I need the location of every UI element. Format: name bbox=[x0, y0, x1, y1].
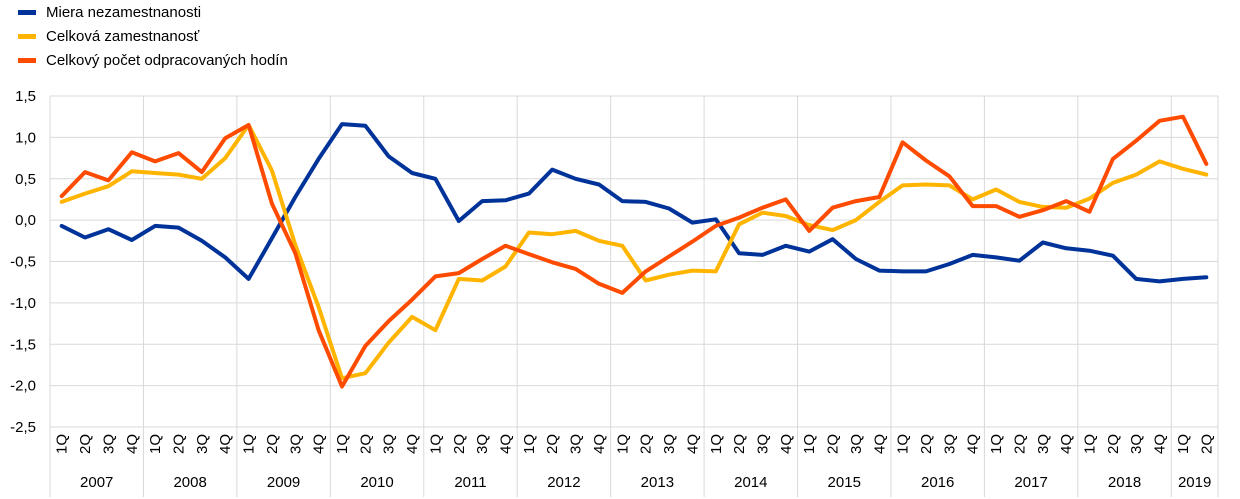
x-quarter-label: 3Q bbox=[1128, 434, 1145, 454]
x-year-label: 2011 bbox=[454, 474, 486, 491]
x-quarter-label: 3Q bbox=[287, 434, 304, 454]
x-quarter-label: 1Q bbox=[801, 434, 818, 454]
x-quarter-label: 1Q bbox=[427, 434, 444, 454]
x-quarter-label: 1Q bbox=[334, 434, 351, 454]
x-year-label: 2013 bbox=[641, 474, 674, 491]
x-quarter-label: 3Q bbox=[568, 434, 585, 454]
x-quarter-label: 4Q bbox=[498, 434, 515, 454]
x-quarter-label: 4Q bbox=[404, 434, 421, 454]
x-year-label: 2008 bbox=[173, 474, 206, 491]
x-quarter-label: 2Q bbox=[77, 434, 94, 454]
y-tick-label: 0,5 bbox=[15, 171, 36, 188]
legend-item-employment: Celková zamestnanosť bbox=[18, 24, 288, 48]
x-quarter-label: 2Q bbox=[638, 434, 655, 454]
x-quarter-label: 3Q bbox=[194, 434, 211, 454]
x-quarter-label: 1Q bbox=[708, 434, 725, 454]
x-quarter-label: 4Q bbox=[778, 434, 795, 454]
x-quarter-label: 3Q bbox=[661, 434, 678, 454]
x-year-label: 2017 bbox=[1014, 474, 1047, 491]
x-quarter-label: 2Q bbox=[451, 434, 468, 454]
y-tick-label: 0,0 bbox=[15, 212, 36, 229]
x-quarter-label: 2Q bbox=[357, 434, 374, 454]
legend-swatch-employment bbox=[18, 33, 36, 39]
x-quarter-label: 3Q bbox=[1035, 434, 1052, 454]
x-quarter-label: 1Q bbox=[241, 434, 258, 454]
legend-label-unemployment: Miera nezamestnanosti bbox=[46, 3, 202, 21]
x-quarter-label: 3Q bbox=[474, 434, 491, 454]
y-tick-label: -1,0 bbox=[10, 295, 36, 312]
x-quarter-label: 4Q bbox=[965, 434, 982, 454]
x-quarter-label: 3Q bbox=[381, 434, 398, 454]
x-quarter-label: 4Q bbox=[311, 434, 328, 454]
x-quarter-label: 3Q bbox=[754, 434, 771, 454]
x-quarter-label: 2Q bbox=[1011, 434, 1028, 454]
y-tick-label: 1,5 bbox=[15, 88, 36, 105]
x-quarter-label: 2Q bbox=[918, 434, 935, 454]
series-line-0 bbox=[59, 122, 1209, 284]
x-year-label: 2019 bbox=[1178, 474, 1211, 491]
y-tick-label: -2,5 bbox=[10, 419, 36, 436]
x-year-label: 2018 bbox=[1108, 474, 1141, 491]
legend-swatch-unemployment bbox=[18, 9, 36, 15]
x-quarter-label: 1Q bbox=[54, 434, 71, 454]
y-tick-label: 1,0 bbox=[15, 129, 36, 146]
x-quarter-label: 2Q bbox=[825, 434, 842, 454]
y-tick-label: -0,5 bbox=[10, 254, 36, 271]
x-quarter-label: 1Q bbox=[988, 434, 1005, 454]
x-quarter-label: 1Q bbox=[521, 434, 538, 454]
x-year-label: 2009 bbox=[267, 474, 300, 491]
x-year-label: 2015 bbox=[828, 474, 861, 491]
x-year-label: 2012 bbox=[547, 474, 580, 491]
x-quarter-label: 1Q bbox=[147, 434, 164, 454]
x-year-label: 2010 bbox=[360, 474, 393, 491]
x-quarter-label: 4Q bbox=[684, 434, 701, 454]
x-quarter-label: 2Q bbox=[170, 434, 187, 454]
series-lines bbox=[59, 114, 1209, 389]
x-quarter-label: 2Q bbox=[1198, 434, 1215, 454]
x-quarter-label: 3Q bbox=[848, 434, 865, 454]
x-quarter-label: 2Q bbox=[544, 434, 561, 454]
legend-item-hours: Celkový počet odpracovaných hodín bbox=[18, 48, 288, 72]
y-tick-label: -2,0 bbox=[10, 378, 36, 395]
x-quarter-label: 4Q bbox=[1058, 434, 1075, 454]
x-year-label: 2014 bbox=[734, 474, 767, 491]
x-quarter-label: 1Q bbox=[895, 434, 912, 454]
legend-item-unemployment: Miera nezamestnanosti bbox=[18, 0, 288, 24]
legend-swatch-hours bbox=[18, 57, 36, 63]
x-year-label: 2016 bbox=[921, 474, 954, 491]
x-quarter-label: 4Q bbox=[871, 434, 888, 454]
legend-label-employment: Celková zamestnanosť bbox=[46, 27, 200, 45]
x-quarter-label: 1Q bbox=[614, 434, 631, 454]
series-line-2 bbox=[59, 114, 1209, 389]
x-axis: 2007 1Q 2Q 3Q 4Q 2008 1Q 2Q 3Q 4Q 2009 1Q 2Q 3Q 4Q 2010… bbox=[54, 434, 1216, 491]
y-axis: 1,5 1,0 0,5 0,0 -0,5 -1,0 -1,5 -2,0 -2,5 bbox=[10, 88, 36, 436]
y-tick-label: -1,5 bbox=[10, 336, 36, 353]
x-quarter-label: 2Q bbox=[1105, 434, 1122, 454]
legend: Miera nezamestnanosti Celková zamestnano… bbox=[18, 0, 288, 72]
x-quarter-label: 4Q bbox=[1152, 434, 1169, 454]
legend-label-hours: Celkový počet odpracovaných hodín bbox=[46, 51, 288, 69]
x-quarter-label: 3Q bbox=[941, 434, 958, 454]
x-quarter-label: 4Q bbox=[124, 434, 141, 454]
x-quarter-label: 1Q bbox=[1175, 434, 1192, 454]
x-quarter-label: 2Q bbox=[264, 434, 281, 454]
series-line-1 bbox=[59, 123, 1209, 381]
x-quarter-label: 4Q bbox=[217, 434, 234, 454]
x-quarter-label: 3Q bbox=[100, 434, 117, 454]
x-quarter-label: 4Q bbox=[591, 434, 608, 454]
x-quarter-label: 1Q bbox=[1082, 434, 1099, 454]
x-year-label: 2007 bbox=[80, 474, 113, 491]
x-quarter-label: 2Q bbox=[731, 434, 748, 454]
